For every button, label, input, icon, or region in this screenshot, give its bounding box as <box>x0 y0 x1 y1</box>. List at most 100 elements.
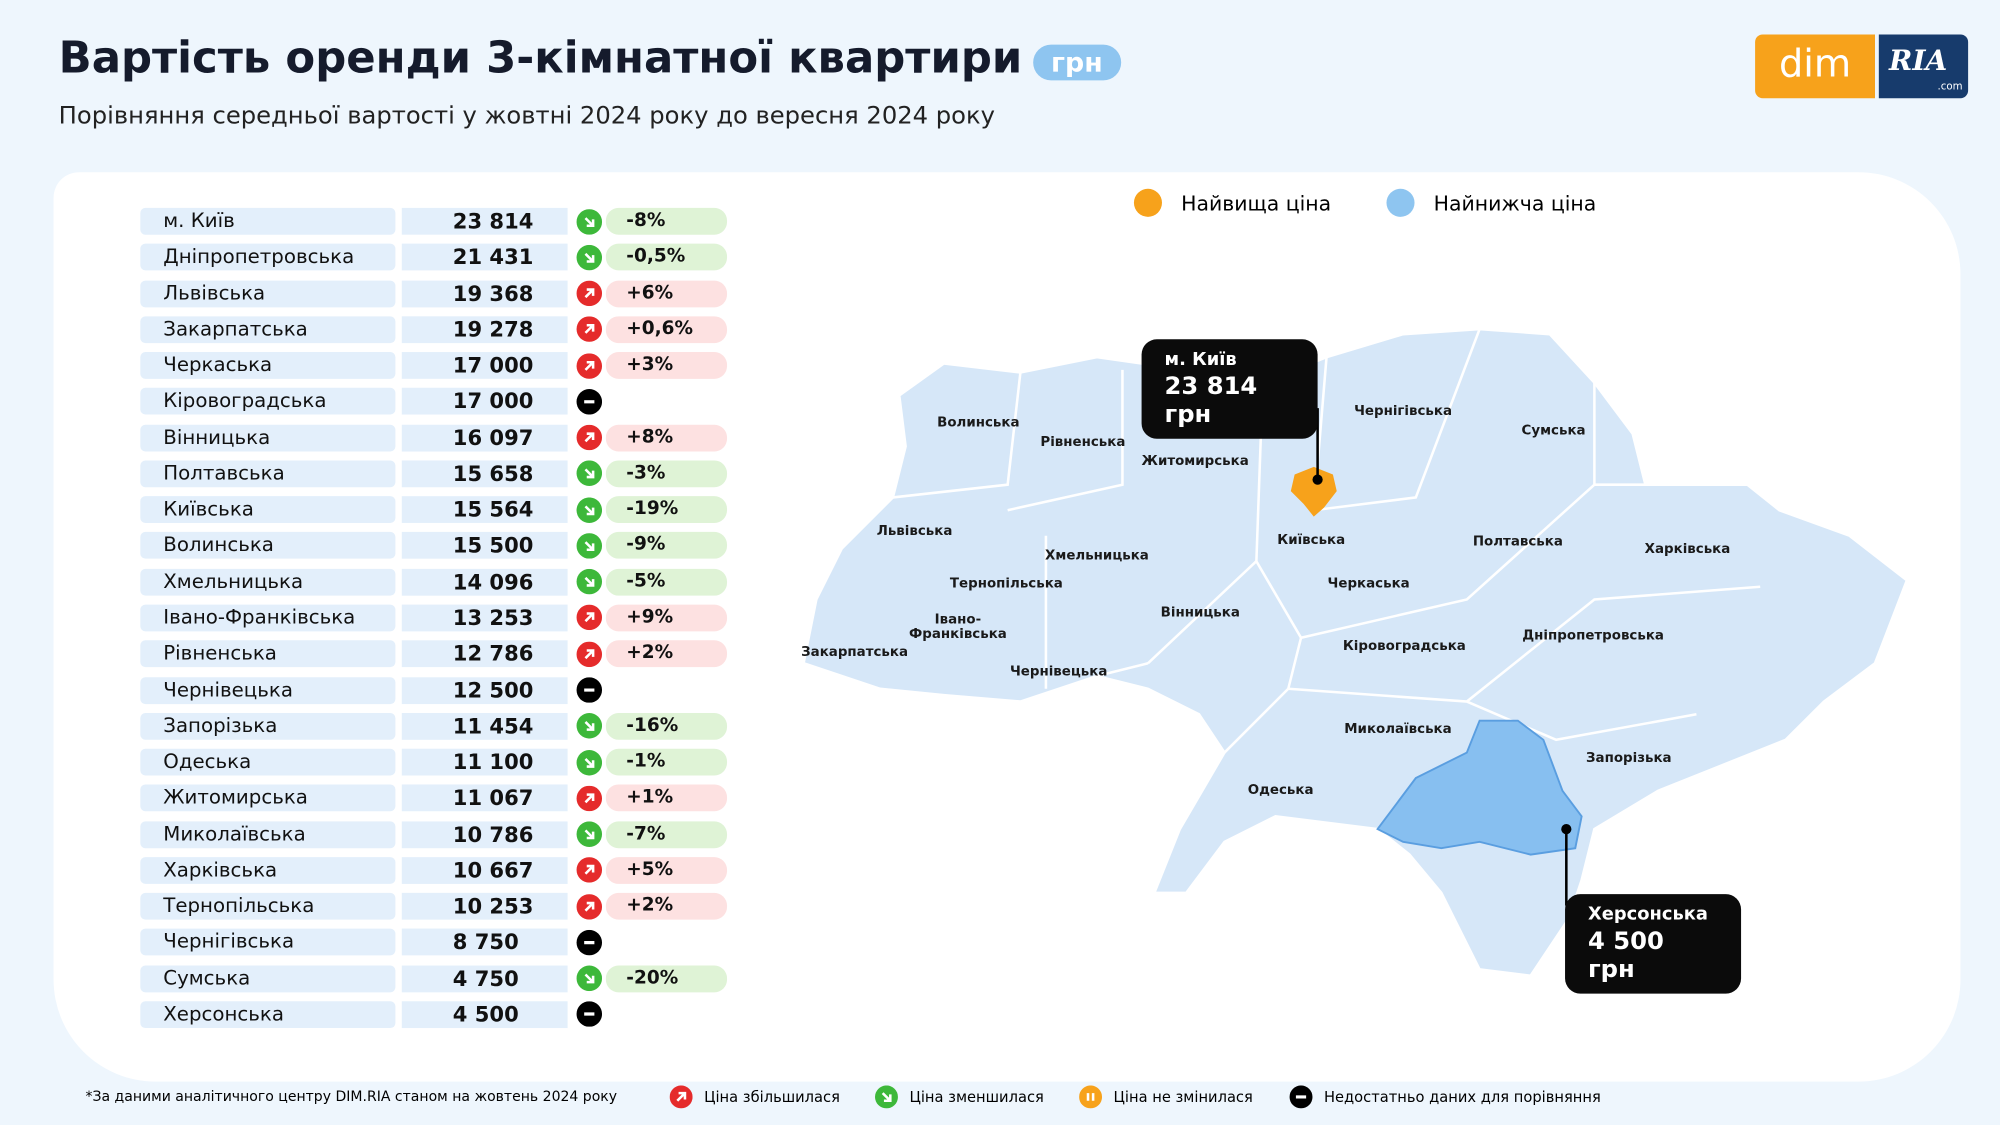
icon <box>576 533 603 559</box>
footer-legend-label: Ціна збільшилася <box>704 1088 840 1106</box>
price: 15 658 <box>401 460 568 488</box>
region-name: Кіровоградська <box>140 388 396 415</box>
map-label: Рівненська <box>1040 434 1126 450</box>
callout-high: м. Київ 23 814 грн <box>1141 339 1318 439</box>
map-label: Чернівецька <box>1009 663 1108 680</box>
region-name: Харківська <box>140 856 396 884</box>
trend-icon <box>1079 1085 1103 1109</box>
icon <box>576 713 603 739</box>
callout-name: м. Київ <box>1164 349 1237 370</box>
trend-icon <box>576 424 603 451</box>
price: 11 100 <box>401 748 568 776</box>
change: +3% <box>605 352 728 379</box>
change: +6% <box>605 280 728 307</box>
icon <box>576 821 603 848</box>
legend-dot-high <box>1133 188 1162 217</box>
price: 13 253 <box>401 604 568 632</box>
trend-icon <box>1289 1085 1313 1109</box>
change: -3% <box>605 460 728 488</box>
legend-high: Найвища ціна <box>1181 191 1332 216</box>
trend-icon <box>576 641 603 667</box>
change: -7% <box>605 820 728 848</box>
region-name: Черкаська <box>140 352 396 379</box>
trend-icon <box>576 497 603 523</box>
trend-icon <box>576 929 603 956</box>
price: 15 500 <box>401 532 568 560</box>
change: -0,5% <box>605 243 728 271</box>
change: +0,6% <box>605 316 728 343</box>
logo-ria-text: RIA <box>1889 44 1948 78</box>
trend-icon <box>576 677 603 703</box>
map-label: Сумська <box>1521 422 1586 439</box>
trend-icon <box>576 352 603 379</box>
trend-icon <box>576 821 603 848</box>
icon <box>576 208 603 235</box>
footer-legend-label: Недостатньо даних для порівняння <box>1323 1088 1601 1106</box>
map-label: Івано- Франківська <box>908 612 1007 642</box>
icon <box>1079 1085 1103 1109</box>
change: +5% <box>605 856 728 884</box>
legend-dot-low <box>1386 188 1415 217</box>
region-name: Одеська <box>140 748 396 776</box>
price: 19 368 <box>401 280 568 307</box>
icon <box>576 244 603 271</box>
icon <box>576 749 603 775</box>
region-name: Житомирська <box>140 784 396 812</box>
icon <box>576 929 603 956</box>
trend-icon <box>576 857 603 884</box>
map-label: Волинська <box>937 415 1020 431</box>
trend-icon <box>576 569 603 595</box>
icon <box>1289 1085 1313 1109</box>
icon <box>576 641 603 667</box>
region-name: Тернопільська <box>140 893 396 920</box>
price: 19 278 <box>401 316 568 343</box>
footer-legend-label: Ціна не змінилася <box>1113 1088 1253 1106</box>
region-name: Рівненська <box>140 640 396 668</box>
price: 23 814 <box>401 207 568 235</box>
trend-icon <box>576 605 603 631</box>
region-name: Івано-Франківська <box>140 604 396 632</box>
price: 12 786 <box>401 640 568 668</box>
trend-icon <box>576 713 603 739</box>
map-label: Хмельницька <box>1045 547 1149 564</box>
region-name: Сумська <box>140 965 396 992</box>
change: -5% <box>605 568 728 596</box>
trend-icon <box>576 749 603 775</box>
icon <box>669 1085 693 1109</box>
change: +2% <box>605 893 728 920</box>
change: +1% <box>605 784 728 812</box>
icon <box>576 569 603 595</box>
trend-icon <box>576 316 603 343</box>
map-label: Житомирська <box>1141 453 1249 469</box>
price: 10 786 <box>401 820 568 848</box>
change: -8% <box>605 207 728 235</box>
unit-badge: грн <box>1033 44 1121 81</box>
price: 17 000 <box>401 388 568 415</box>
map-label: Миколаївська <box>1344 721 1452 737</box>
icon <box>576 316 603 343</box>
icon <box>576 497 603 523</box>
icon <box>576 1001 603 1028</box>
price: 11 454 <box>401 712 568 740</box>
map-label: Київська <box>1277 532 1346 548</box>
logo-dim: dim <box>1755 34 1875 99</box>
map-label: Запорізька <box>1586 750 1672 766</box>
region-name: Львівська <box>140 280 396 307</box>
region-name: Закарпатська <box>140 316 396 343</box>
map-label: Кіровоградська <box>1342 638 1466 654</box>
change: -20% <box>605 965 728 992</box>
trend-icon <box>576 388 603 415</box>
callout-name: Херсонська <box>1588 904 1708 925</box>
trend-icon <box>576 208 603 235</box>
price: 14 096 <box>401 568 568 596</box>
icon <box>576 352 603 379</box>
trend-icon <box>576 893 603 920</box>
map-label: Харківська <box>1644 541 1731 557</box>
region-name: м. Київ <box>140 207 396 235</box>
region-name: Чернігівська <box>140 929 396 956</box>
trend-icon <box>669 1085 693 1109</box>
trend-icon <box>576 460 603 487</box>
change: -9% <box>605 532 728 560</box>
region-name: Миколаївська <box>140 820 396 848</box>
